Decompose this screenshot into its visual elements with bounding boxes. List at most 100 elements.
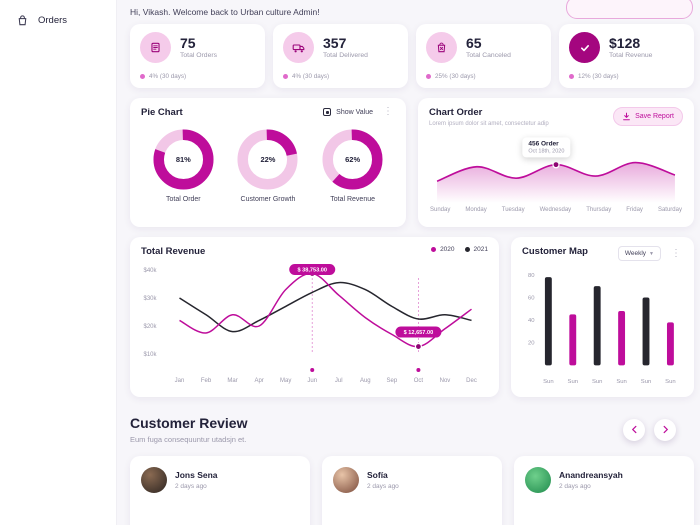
svg-text:Nov: Nov xyxy=(440,378,451,384)
stat-card-total-delivered: 357 Total Delivered 4% (30 days) xyxy=(273,24,408,88)
weekly-dropdown[interactable]: Weekly ▼ xyxy=(617,246,661,261)
main-content: Hi, Vikash. Welcome back to Urban cultur… xyxy=(117,0,700,525)
show-value-checkbox[interactable] xyxy=(323,108,332,116)
stat-label: Total Canceled xyxy=(466,52,511,60)
stat-value: 65 xyxy=(466,34,482,51)
customer-review-subtitle: Eum fuga consequuntur utadsjn et. xyxy=(130,435,247,444)
svg-text:Feb: Feb xyxy=(201,378,212,384)
download-icon xyxy=(622,112,631,121)
chevron-down-icon: ▼ xyxy=(649,250,654,257)
legend-dot-2020 xyxy=(431,247,437,252)
stat-change-text: 25% (30 days) xyxy=(435,73,476,80)
svg-text:Mar: Mar xyxy=(227,378,237,384)
charts-row-1: Pie Chart Show Value ⋮ 81% Total Order 22%… xyxy=(130,98,694,227)
welcome-text: Hi, Vikash. Welcome back to Urban cultur… xyxy=(130,7,320,17)
review-pager xyxy=(623,418,676,441)
truck-icon xyxy=(283,32,314,63)
donut-label: Customer Growth xyxy=(240,196,296,203)
svg-text:60: 60 xyxy=(528,295,535,301)
header-search[interactable] xyxy=(566,0,693,19)
reviewer-name: Anandreansyah xyxy=(559,470,623,480)
svg-text:Sun: Sun xyxy=(616,379,626,385)
customer-map-chart: 80 60 40 20 Sun Sun Sun Sun Sun Sun xyxy=(522,263,683,389)
svg-text:$10k: $10k xyxy=(144,352,158,358)
map-menu-icon[interactable]: ⋮ xyxy=(671,247,681,259)
stat-change: 4% (30 days) xyxy=(140,73,255,80)
change-dot-icon xyxy=(140,74,145,79)
review-card: Anandreansyah 2 days ago xyxy=(514,456,694,525)
svg-text:Sep: Sep xyxy=(387,378,398,384)
prev-button[interactable] xyxy=(623,418,645,441)
change-dot-icon xyxy=(283,74,288,79)
stat-label: Total Revenue xyxy=(609,52,653,60)
legend-label-2020: 2020 xyxy=(440,246,455,253)
revenue-legend: 2020 2021 xyxy=(425,246,488,253)
svg-text:$ 12,657.00: $ 12,657.00 xyxy=(404,330,434,336)
revenue-check-icon xyxy=(569,32,600,63)
chart-order-title: Chart Order xyxy=(429,107,483,118)
chart-order-card: Chart Order Lorem ipsum dolor sit amet, … xyxy=(418,98,694,227)
total-revenue-title: Total Revenue xyxy=(141,246,206,257)
svg-text:Sun: Sun xyxy=(665,379,675,385)
customer-map-title: Customer Map xyxy=(522,246,588,257)
pie-menu-icon[interactable]: ⋮ xyxy=(383,106,393,117)
svg-text:Aug: Aug xyxy=(360,378,371,384)
svg-text:$40k: $40k xyxy=(144,268,158,274)
donut-percent: 62% xyxy=(345,155,361,164)
svg-text:Jan: Jan xyxy=(175,378,185,384)
order-chart-svg xyxy=(436,160,676,203)
sidebar-item-orders[interactable]: Orders xyxy=(0,4,116,36)
stat-change-text: 4% (30 days) xyxy=(292,73,330,80)
svg-text:Sun: Sun xyxy=(641,379,651,385)
svg-text:Apr: Apr xyxy=(254,378,263,384)
review-card: Sofía 2 days ago xyxy=(322,456,502,525)
chevron-left-icon xyxy=(631,425,636,434)
svg-text:40: 40 xyxy=(528,318,535,324)
legend-label-2021: 2021 xyxy=(473,246,488,253)
revenue-chart-svg: $40k $30k $20k $10k Jan Feb Mar Apr May Jun Jul Aug… xyxy=(144,264,477,384)
total-revenue-card: Total Revenue 2020 2021 $40k $30k $20k $10k… xyxy=(130,237,499,397)
customer-review-header: Customer Review Eum fuga consequuntur ut… xyxy=(130,415,694,444)
sidebar-item-label: Orders xyxy=(38,14,68,26)
pie-chart-card: Pie Chart Show Value ⋮ 81% Total Order 22%… xyxy=(130,98,406,227)
svg-text:May: May xyxy=(280,378,291,384)
stat-change: 25% (30 days) xyxy=(426,73,541,80)
svg-text:$30k: $30k xyxy=(144,296,158,302)
svg-text:Sun: Sun xyxy=(568,379,578,385)
stat-change: 12% (30 days) xyxy=(569,73,684,80)
legend-dot-2021 xyxy=(464,247,470,252)
review-card: Jons Sena 2 days ago xyxy=(130,456,310,525)
donut-percent: 22% xyxy=(260,155,276,164)
stat-card-total-canceled: 65 Total Canceled 25% (30 days) xyxy=(416,24,551,88)
next-button[interactable] xyxy=(654,418,676,441)
svg-text:Sun: Sun xyxy=(592,379,602,385)
customer-map-svg: 80 60 40 20 Sun Sun Sun Sun Sun Sun xyxy=(528,273,676,385)
pie-chart-title: Pie Chart xyxy=(141,107,183,118)
donut-label: Total Revenue xyxy=(330,196,376,203)
donut-total-order: 81% Total Order xyxy=(153,129,214,203)
review-time: 2 days ago xyxy=(367,483,399,490)
stat-change-text: 12% (30 days) xyxy=(578,73,619,80)
orders-icon xyxy=(15,13,29,27)
order-chart: 456 Order Oct 18th, 2020 Sunday Monday Tuesd… xyxy=(429,137,683,213)
stat-value: 357 xyxy=(323,34,347,51)
avatar xyxy=(141,467,167,493)
donut-customer-growth: 22% Customer Growth xyxy=(237,129,299,203)
donut-label: Total Order xyxy=(166,196,201,203)
review-time: 2 days ago xyxy=(559,483,591,490)
avatar xyxy=(525,467,551,493)
stats-row: 75 Total Orders 4% (30 days) 357 Total D… xyxy=(130,24,694,88)
stat-change-text: 4% (30 days) xyxy=(149,73,187,80)
avatar xyxy=(333,467,359,493)
order-tooltip: 456 Order Oct 18th, 2020 xyxy=(522,137,571,158)
revenue-chart: $40k $30k $20k $10k Jan Feb Mar Apr May Jun Jul Aug… xyxy=(141,262,488,386)
donut-percent: 81% xyxy=(175,155,191,164)
sidebar: Orders xyxy=(0,0,117,525)
reviewer-name: Sofía xyxy=(367,470,388,480)
chart-order-subtitle: Lorem ipsum dolor sit amet, consectetur … xyxy=(429,121,549,127)
chevron-right-icon xyxy=(663,425,668,434)
stat-value: 75 xyxy=(180,34,196,51)
save-report-button[interactable]: Save Report xyxy=(613,107,683,126)
stat-label: Total Orders xyxy=(180,52,218,60)
